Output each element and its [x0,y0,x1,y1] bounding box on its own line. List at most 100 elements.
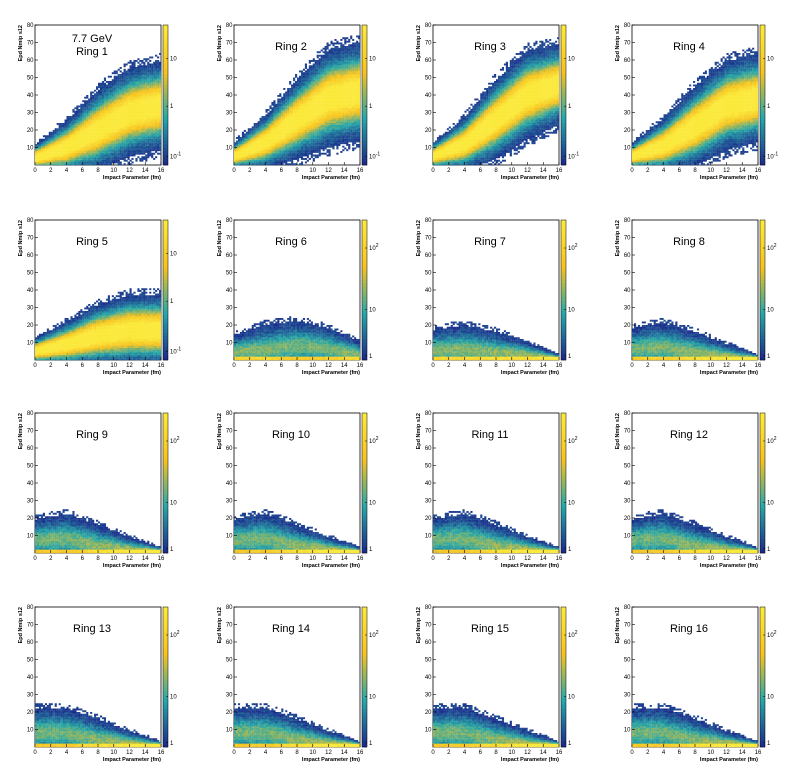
heatmap-cell [327,86,329,88]
heatmap-cell [256,148,258,150]
heatmap-cell [131,118,133,120]
heatmap-cell [70,144,72,146]
heatmap-cell [330,64,332,66]
heatmap-cell [118,163,120,165]
heatmap-cell [96,121,98,123]
heatmap-cell [78,144,80,146]
heatmap-cell [126,144,128,146]
heatmap-cell [301,153,303,155]
heatmap-cell [325,65,327,67]
heatmap-cell [137,104,139,106]
heatmap-cell [131,121,133,123]
heatmap-cell [118,95,120,97]
heatmap-cell [338,137,340,139]
heatmap-cell [319,55,321,57]
heatmap-cell [315,74,317,76]
heatmap-cell [147,106,149,108]
heatmap-cell [124,127,126,129]
heatmap-cell [334,74,336,76]
heatmap-cell [258,148,260,150]
heatmap-cell [78,158,80,160]
heatmap-cell [336,46,338,48]
heatmap-cell [321,50,323,52]
heatmap-cell [334,137,336,139]
heatmap-cell [283,160,285,162]
heatmap-cell [137,72,139,74]
heatmap-cell [55,128,57,130]
heatmap-cell [41,142,43,144]
heatmap-cell [90,104,92,106]
heatmap-cell [244,156,246,158]
heatmap-cell [120,134,122,136]
heatmap-cell [116,137,118,139]
heatmap-cell [293,123,295,125]
heatmap-cell [240,156,242,158]
heatmap-cell [135,90,137,92]
heatmap-cell [325,106,327,108]
heatmap-cell [122,123,124,125]
heatmap-cell [277,156,279,158]
heatmap-cell [141,109,143,111]
heatmap-cell [155,151,157,153]
heatmap-cell [327,76,329,78]
heatmap-cell [281,99,283,101]
heatmap-cell [340,43,342,45]
heatmap-cell [340,51,342,53]
heatmap-cell [277,139,279,141]
heatmap-cell [309,135,311,137]
heatmap-cell [92,107,94,109]
heatmap-cell [256,127,258,129]
heatmap-cell [98,102,100,104]
heatmap-cell [114,160,116,162]
heatmap-cell [307,90,309,92]
heatmap-cell [266,142,268,144]
heatmap-cell [100,100,102,102]
heatmap-cell [126,64,128,66]
heatmap-cell [100,132,102,134]
heatmap-cell [260,123,262,125]
heatmap-cell [301,111,303,113]
heatmap-cell [299,142,301,144]
heatmap-cell [145,86,147,88]
heatmap-cell [100,86,102,88]
heatmap-cell [59,146,61,148]
heatmap-cell [151,132,153,134]
heatmap-cell [317,155,319,157]
heatmap-cell [277,100,279,102]
heatmap-cell [67,151,69,153]
heatmap-cell [122,86,124,88]
heatmap-cell [106,118,108,120]
heatmap-cell [106,142,108,144]
heatmap-cell [86,104,88,106]
heatmap-cell [45,135,47,137]
heatmap-cell [267,135,269,137]
heatmap-cell [285,118,287,120]
heatmap-cell [319,149,321,151]
heatmap-cell [313,71,315,73]
heatmap-cell [147,93,149,95]
heatmap-cell [297,100,299,102]
colorbar-segment [163,109,168,113]
heatmap-cell [252,146,254,148]
heatmap-cell [305,107,307,109]
heatmap-cell [283,109,285,111]
heatmap-cell [74,114,76,116]
heatmap-cell [153,106,155,108]
heatmap-cell [330,111,332,113]
heatmap-cell [291,114,293,116]
heatmap-cell [98,90,100,92]
heatmap-cell [131,76,133,78]
heatmap-cell [114,72,116,74]
heatmap-cell [149,95,151,97]
heatmap-cell [130,76,132,78]
heatmap-cell [145,97,147,99]
heatmap-cell [159,67,161,69]
heatmap-cell [336,65,338,67]
heatmap-cell [110,86,112,88]
heatmap-cell [55,130,57,132]
heatmap-cell [293,146,295,148]
heatmap-cell [277,160,279,162]
heatmap-cell [88,134,90,136]
colorbar-segment [163,99,168,103]
heatmap-cell [291,118,293,120]
